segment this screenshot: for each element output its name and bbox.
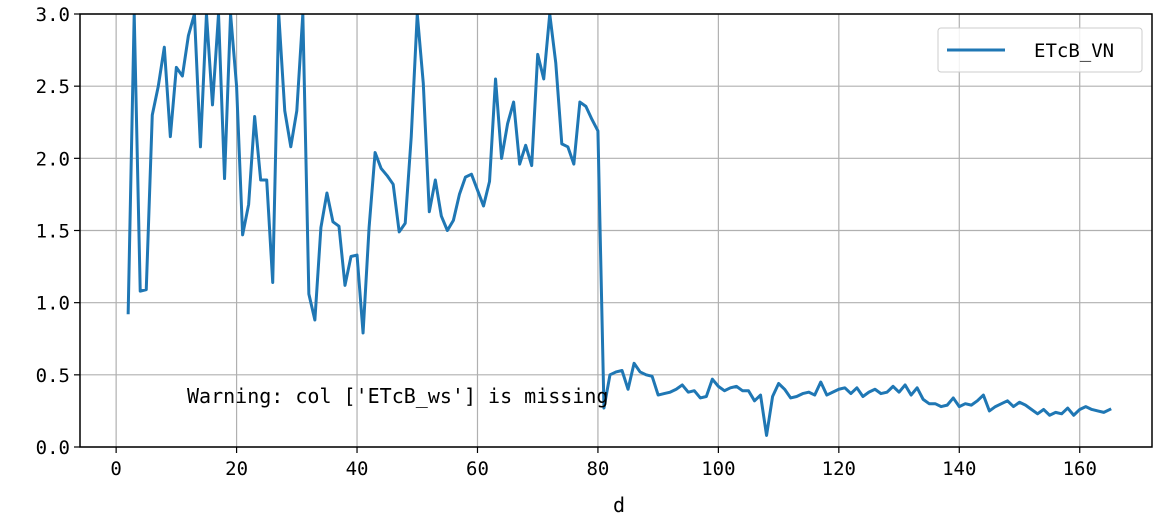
plot-area <box>126 14 1112 437</box>
x-tick-label: 100 <box>701 458 735 480</box>
x-tick-label: 80 <box>586 458 609 480</box>
x-tick-label: 160 <box>1063 458 1097 480</box>
x-tick-label: 40 <box>346 458 369 480</box>
y-tick-label: 1.5 <box>36 221 70 243</box>
legend-box <box>937 27 1143 73</box>
x-tick-label: 60 <box>466 458 489 480</box>
warning-annotation: Warning: col ['ETcB_ws'] is missing <box>187 384 608 408</box>
x-tick-label: 120 <box>822 458 856 480</box>
x-tick-label: 140 <box>942 458 976 480</box>
x-axis-label: d <box>613 493 625 517</box>
y-tick-label: 2.0 <box>36 148 70 170</box>
x-tick-label: 0 <box>110 458 121 480</box>
y-tick-label: 3.0 <box>36 4 70 26</box>
y-tick-label: 0.5 <box>36 365 70 387</box>
y-tick-label: 0.0 <box>36 437 70 459</box>
y-tick-label: 2.5 <box>36 76 70 98</box>
legend-label-etcb-vn: ETcB_VN <box>1034 40 1114 62</box>
grid <box>80 13 1152 448</box>
legend: ETcB_VN <box>937 27 1143 73</box>
y-tick-label: 1.0 <box>36 293 70 315</box>
axis-ticks: 0 20 40 60 80 100 120 140 160 0.0 0.5 1.0 1.5 2.0 2.5 3… <box>36 4 1097 480</box>
series-line-etcb-vn <box>126 14 1112 437</box>
x-tick-label: 20 <box>225 458 248 480</box>
